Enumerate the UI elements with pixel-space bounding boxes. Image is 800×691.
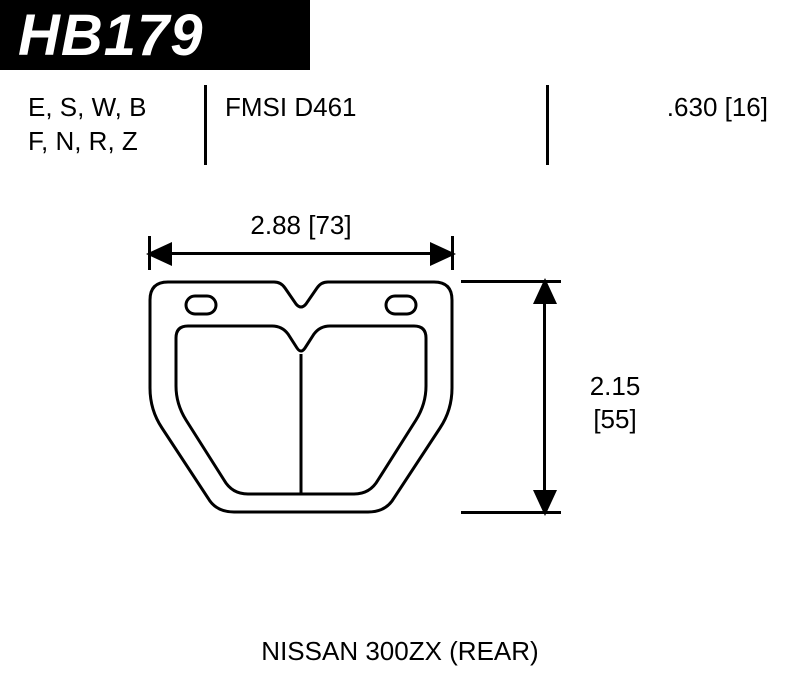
compounds-line1: E, S, W, B <box>28 91 204 125</box>
thickness-column: .630 [16] <box>549 85 772 165</box>
width-arrow-line <box>148 252 454 255</box>
thickness-value: .630 [16] <box>549 91 768 125</box>
width-label: 2.88 [73] <box>148 210 454 241</box>
height-dimension: 2.15 [55] <box>515 280 715 514</box>
fmsi-column: FMSI D461 <box>204 85 549 165</box>
diagram-area: 2.88 [73] 2.15 [55] <box>0 180 800 640</box>
height-arrow-line <box>543 280 546 514</box>
height-ext-top <box>461 280 527 283</box>
brake-pad-outline <box>148 280 454 514</box>
compounds-line2: F, N, R, Z <box>28 125 204 159</box>
height-arrow-down-icon <box>533 490 557 516</box>
height-ext-bottom <box>461 511 527 514</box>
fmsi-code: FMSI D461 <box>225 91 546 125</box>
width-dimension: 2.88 [73] <box>148 210 454 250</box>
width-arrow-right-icon <box>430 242 456 266</box>
part-number: HB179 <box>18 2 204 69</box>
header-bar: HB179 <box>0 0 310 70</box>
width-arrow-left-icon <box>146 242 172 266</box>
height-label: 2.15 [55] <box>575 370 655 435</box>
height-label-line1: 2.15 <box>575 370 655 403</box>
part-caption: NISSAN 300ZX (REAR) <box>0 636 800 667</box>
height-arrow-up-icon <box>533 278 557 304</box>
compounds-column: E, S, W, B F, N, R, Z <box>28 85 204 165</box>
info-row: E, S, W, B F, N, R, Z FMSI D461 .630 [16… <box>28 85 772 165</box>
height-label-line2: [55] <box>575 403 655 436</box>
